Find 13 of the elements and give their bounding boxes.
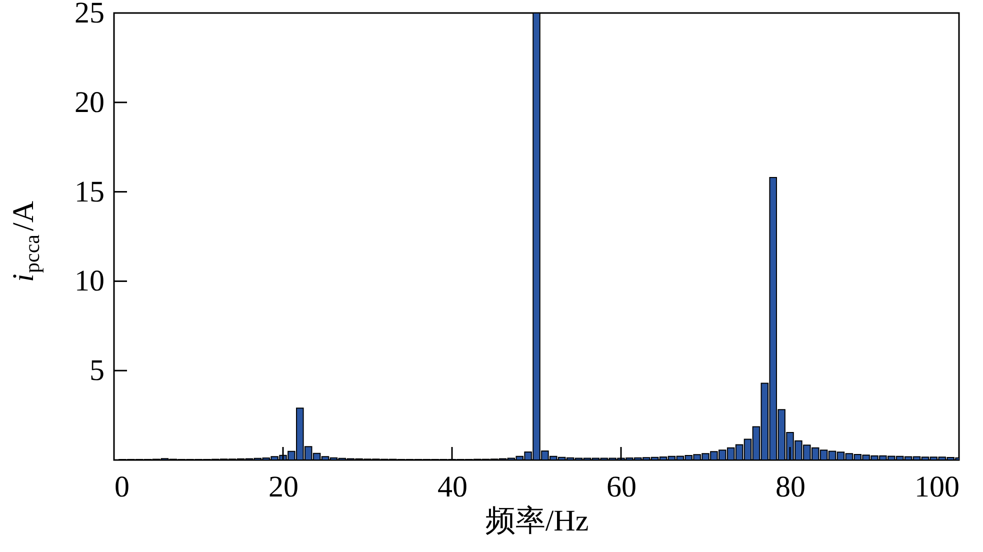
y-tick-label: 25 <box>74 0 104 30</box>
y-tick-label: 5 <box>90 354 104 388</box>
x-tick-label: 100 <box>914 470 960 504</box>
x-tick-label: 0 <box>114 470 130 504</box>
x-tick-label: 40 <box>438 470 468 504</box>
y-tick-label: 20 <box>74 86 104 119</box>
x-tick-label: 60 <box>606 470 636 504</box>
x-tick-label: 80 <box>776 470 806 504</box>
y-tick-label: 15 <box>74 175 104 208</box>
x-axis-title: 频率/Hz <box>485 504 589 538</box>
y-tick-label: 10 <box>74 264 104 298</box>
y-axis-title: ipcca/A <box>7 200 44 282</box>
x-tick-label: 20 <box>268 470 298 504</box>
